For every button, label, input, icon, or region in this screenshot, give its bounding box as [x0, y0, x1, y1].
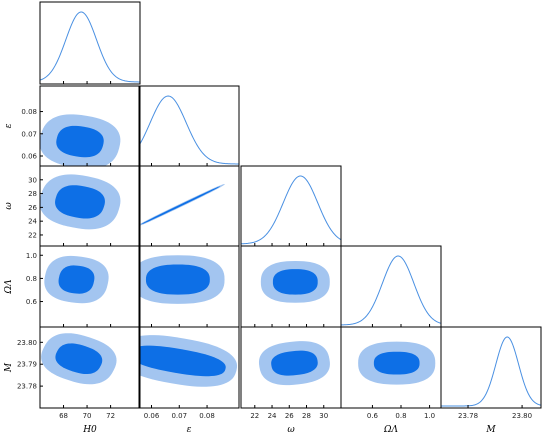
contour-68-omega-M [271, 350, 318, 376]
y-tick-label-omega-3: 28 [28, 190, 37, 198]
x-axis-label-H0: H0 [82, 425, 97, 435]
contour-68-omega-OmegaL [272, 269, 318, 295]
panel-frame-eps-eps [138, 85, 240, 167]
x-tick-label-H0-1: 70 [83, 412, 92, 420]
y-tick-label-OmegaL-0: 0.6 [26, 298, 38, 306]
y-tick-label-omega-2: 26 [28, 204, 37, 212]
x-tick-label-eps-1: 0.07 [171, 412, 187, 420]
panel-frame-H0-H0 [39, 1, 141, 85]
x-tick-label-M-0: 23.78 [458, 412, 478, 420]
contour-68-OmegaL-M [373, 351, 420, 375]
contour-omega-OmegaL [260, 261, 330, 303]
x-tick-label-H0-2: 72 [106, 412, 115, 420]
y-tick-label-M-1: 23.79 [17, 361, 37, 369]
contour-68-H0-OmegaL [58, 265, 95, 294]
pdf-H0 [39, 11, 141, 83]
x-axis-label-M: M [485, 425, 496, 435]
x-tick-label-omega-4: 30 [319, 412, 328, 420]
panel-frame-OmegaL-OmegaL [340, 245, 442, 328]
y-tick-label-OmegaL-1: 0.8 [26, 275, 37, 283]
panel-frame-omega-omega [240, 165, 342, 247]
y-tick-label-OmegaL-2: 1.0 [26, 252, 37, 260]
panel-frame-eps-M [138, 326, 240, 409]
y-tick-label-eps-1: 0.07 [21, 130, 37, 138]
y-tick-label-M-0: 23.78 [17, 383, 37, 391]
y-axis-label-OmegaL: ΩΛ [4, 279, 14, 294]
x-axis-label-OmegaL: ΩΛ [383, 425, 398, 435]
contour-68-H0-M [55, 343, 103, 375]
contour-eps-M [139, 335, 238, 387]
y-tick-label-M-2: 23.80 [17, 339, 37, 347]
y-axis-label-eps: ε [4, 123, 14, 128]
x-tick-label-omega-1: 24 [268, 412, 277, 420]
pdf-OmegaL [340, 255, 442, 326]
x-tick-label-omega-3: 28 [302, 412, 311, 420]
x-tick-label-OmegaL-2: 1.0 [424, 412, 435, 420]
contour-H0-eps [40, 114, 121, 166]
pdf-M [441, 336, 542, 407]
x-tick-label-OmegaL-0: 0.6 [367, 412, 379, 420]
y-tick-label-eps-2: 0.08 [21, 108, 37, 116]
contour-omega-M [258, 341, 330, 386]
contour-OmegaL-M [358, 341, 436, 385]
contour-eps-OmegaL [139, 255, 225, 304]
contour-68-H0-eps [56, 125, 104, 158]
panel-frame-M-M [440, 326, 542, 409]
x-tick-label-eps-2: 0.08 [199, 412, 215, 420]
contour-H0-M [41, 333, 117, 385]
contour-68-eps-OmegaL [145, 264, 210, 295]
y-axis-label-omega: ω [4, 202, 14, 210]
y-tick-label-omega-4: 30 [28, 176, 37, 184]
x-tick-label-omega-2: 26 [285, 412, 294, 420]
contour-68-H0-omega [55, 185, 105, 219]
x-tick-label-OmegaL-1: 0.8 [395, 412, 406, 420]
x-axis-label-eps: ε [187, 425, 192, 435]
x-tick-label-eps-0: 0.06 [144, 412, 160, 420]
contour-H0-omega [40, 174, 121, 230]
panel-frame-eps-omega [138, 165, 240, 247]
x-axis-label-omega: ω [287, 425, 295, 435]
contour-68-eps-omega [141, 186, 220, 225]
y-tick-label-omega-0: 22 [28, 231, 37, 239]
pdf-omega [240, 175, 342, 245]
x-tick-label-H0-0: 68 [59, 412, 68, 420]
contour-68-eps-M [139, 345, 226, 377]
contour-eps-omega [139, 184, 225, 227]
y-tick-label-omega-1: 24 [28, 218, 37, 226]
y-tick-label-eps-0: 0.06 [21, 153, 37, 161]
x-tick-label-M-1: 23.80 [512, 412, 532, 420]
pdf-eps [138, 95, 240, 165]
panel-frame-H0-M [39, 326, 141, 409]
x-tick-label-omega-0: 22 [250, 412, 259, 420]
contour-H0-OmegaL [44, 255, 109, 304]
y-axis-label-M: M [4, 362, 14, 373]
